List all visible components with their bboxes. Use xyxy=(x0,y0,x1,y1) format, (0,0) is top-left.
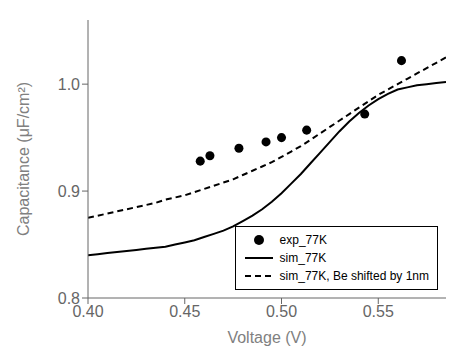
svg-text:0.8: 0.8 xyxy=(58,290,80,307)
svg-text:0.40: 0.40 xyxy=(72,303,104,321)
html-text:sim_77K, Be shifted by 1nm: sim_77K, Be shifted by 1nm xyxy=(279,269,429,283)
svg-text:Capacitance (μF/cm²): Capacitance (μF/cm²) xyxy=(15,82,32,236)
svg-text:0.55: 0.55 xyxy=(363,303,394,320)
svg-text:0.50: 0.50 xyxy=(266,303,297,320)
html-text:exp_77K: exp_77K xyxy=(279,233,327,247)
svg-text:Voltage (V): Voltage (V) xyxy=(227,329,306,346)
svg-text:1.0: 1.0 xyxy=(58,76,80,93)
svg-text:0.45: 0.45 xyxy=(169,303,200,320)
svg-text:0.9: 0.9 xyxy=(58,183,80,200)
html-text:sim_77K: sim_77K xyxy=(279,251,327,265)
